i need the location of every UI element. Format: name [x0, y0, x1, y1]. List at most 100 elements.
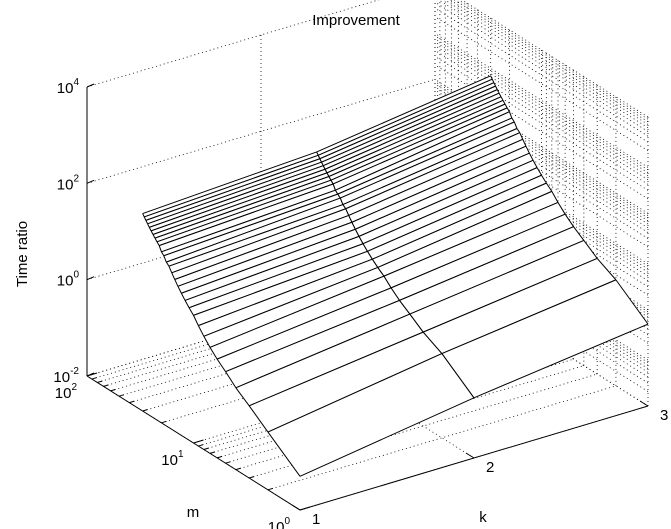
surface-line	[473, 323, 649, 399]
floor-grid-line	[193, 338, 542, 444]
surface-line	[209, 275, 385, 348]
surface-line	[573, 226, 585, 241]
surface-line	[371, 258, 379, 268]
surface-line	[564, 213, 574, 227]
surface-line	[337, 193, 341, 199]
surface-line	[181, 228, 356, 294]
surface-line	[180, 293, 186, 301]
tick-labels: 10-2 100 102 104 100 101 102 1 2 3	[53, 77, 668, 529]
y-tick-mark	[235, 467, 242, 471]
surface-line	[316, 151, 319, 156]
surface-line	[168, 204, 344, 267]
surface-line	[161, 189, 336, 253]
surface-line	[193, 315, 199, 326]
surface-line	[583, 240, 598, 259]
y-tick-label: 102	[55, 382, 78, 402]
surface-line	[198, 258, 373, 327]
surface-line	[235, 313, 411, 389]
surface-line	[372, 182, 547, 260]
surface-line	[377, 190, 553, 268]
surface-line	[267, 431, 301, 477]
y-tick-mark	[203, 447, 209, 450]
surface-line	[351, 222, 356, 230]
surface-line	[267, 353, 443, 433]
surface-patch	[367, 175, 547, 260]
y-tick-mark	[110, 388, 116, 392]
surface-line	[177, 221, 353, 287]
y-tick-mark	[118, 394, 125, 397]
surface-line	[516, 128, 521, 133]
surface-line	[321, 85, 496, 163]
surface-line	[148, 227, 152, 232]
surface-line	[316, 75, 491, 153]
surface-patch	[345, 132, 523, 216]
surface-line	[171, 272, 176, 280]
surface-line	[383, 275, 392, 289]
surface-patch	[166, 198, 343, 267]
surface-line	[596, 258, 617, 281]
surface-line	[390, 213, 566, 289]
surface-line	[399, 300, 411, 315]
surface-patch	[157, 180, 334, 246]
surface-line	[174, 279, 179, 287]
surface-patch	[147, 162, 324, 228]
surface-patch	[193, 251, 373, 326]
surface-line	[332, 107, 508, 185]
surface-patch	[316, 75, 493, 156]
surface-line	[317, 155, 321, 159]
surface-line	[495, 85, 498, 90]
surface-patch	[328, 100, 506, 181]
surface-line	[158, 245, 162, 253]
x-tick-label: 3	[660, 407, 668, 424]
y-tick-mark	[161, 420, 167, 424]
back-wall-grid-line	[86, 271, 436, 377]
surface-patch	[384, 202, 566, 288]
surface-patch	[337, 118, 515, 199]
surface-line	[171, 208, 346, 274]
surface-line	[615, 279, 649, 325]
surface-line	[409, 239, 585, 315]
z-tick-label: 104	[57, 77, 80, 97]
back-wall-grid-line	[86, 0, 380, 88]
surface-line	[332, 183, 336, 191]
y-tick-mark	[129, 400, 135, 404]
surface-patch	[142, 151, 319, 217]
surface-patch	[149, 165, 326, 231]
x-tick-mark	[639, 400, 649, 407]
surface-line	[335, 189, 339, 195]
floor-grid-line	[209, 348, 559, 454]
surface-line	[143, 216, 147, 221]
surface-patch	[323, 89, 500, 170]
floor-grid-line	[267, 385, 617, 491]
surface-mesh	[142, 75, 649, 477]
surface-line	[299, 397, 475, 477]
surface-line	[342, 204, 347, 210]
surface-patch	[423, 258, 616, 354]
z-tick-mark	[86, 83, 95, 88]
back-wall-grid-line	[86, 175, 436, 281]
surface-line	[504, 103, 508, 109]
surface-line	[152, 234, 156, 239]
surface-line	[545, 182, 553, 192]
y-tick-mark	[209, 451, 216, 454]
surface-line	[142, 151, 317, 215]
surface-line	[390, 287, 400, 301]
surface-line	[156, 179, 332, 243]
surface-line	[166, 197, 341, 263]
surface-line	[441, 353, 475, 399]
chart-title: Improvement	[312, 12, 400, 29]
surface-line	[216, 287, 392, 360]
surface-line	[145, 220, 149, 225]
floor-grid-line	[103, 281, 452, 387]
surface-line	[337, 117, 513, 195]
surface-patch	[159, 183, 336, 252]
surface-line	[235, 387, 250, 407]
surface-line	[490, 75, 493, 80]
surface-line	[330, 179, 334, 185]
surface-line	[197, 325, 205, 337]
surface-line	[348, 215, 353, 223]
y-tick-mark	[193, 439, 204, 444]
surface-line	[498, 92, 502, 98]
surface-patch	[409, 240, 598, 333]
surface-patch	[181, 229, 360, 301]
